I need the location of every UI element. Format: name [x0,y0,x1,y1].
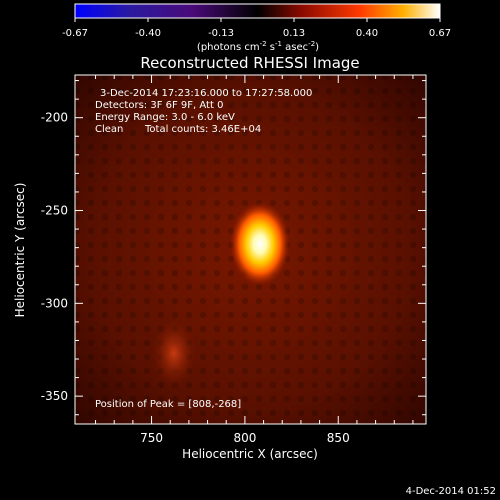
footer-timestamp: 4-Dec-2014 01:52 [406,486,496,497]
secondary-source [152,319,196,387]
x-tick-label: 800 [233,431,256,445]
colorbar-tick-label: 0.40 [356,28,378,39]
peak-position-label: Position of Peak = [808,-268] [95,399,241,410]
time-range-label: 3-Dec-2014 17:23:16.000 to 17:27:58.000 [100,88,312,99]
method-label: Clean [95,124,123,135]
x-tick-label: 750 [140,431,163,445]
colorbar-tick-label: 0.13 [283,28,305,39]
colorbar-tick-label: -0.67 [62,28,88,39]
x-axis-label: Heliocentric X (arcsec) [182,447,318,461]
y-tick-label: -200 [41,111,68,125]
x-tick-label: 850 [327,431,350,445]
peak-source [230,202,290,286]
y-axis-label: Heliocentric Y (arcsec) [13,183,27,318]
colorbar-tick-label: 0.67 [429,28,451,39]
colorbar-unit-label: (photons cm-2 s-1 asec-2) [197,40,319,53]
chart-title: Reconstructed RHESSI Image [140,54,359,72]
detectors-label: Detectors: 3F 6F 9F, Att 0 [95,100,223,111]
colorbar [75,4,440,18]
colorbar-tick-label: -0.40 [135,28,161,39]
colorbar-ticks: -0.67 -0.40 -0.13 0.13 0.40 0.67 [62,18,451,39]
energy-range-label: Energy Range: 3.0 - 6.0 keV [95,112,235,123]
y-tick-label: -250 [41,204,68,218]
y-tick-label: -300 [41,296,68,310]
colorbar-tick-label: -0.13 [208,28,234,39]
y-tick-label: -350 [41,389,68,403]
total-counts-label: Total counts: 3.46E+04 [144,124,261,135]
